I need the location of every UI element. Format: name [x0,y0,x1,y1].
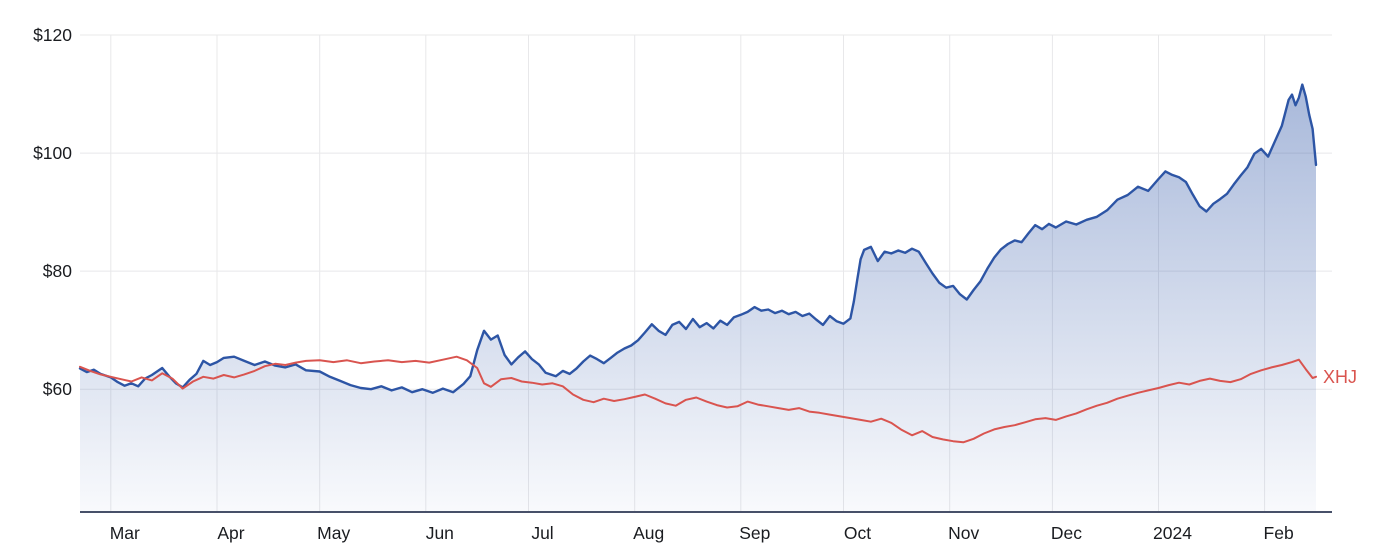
y-tick-label: $100 [33,143,72,163]
x-axis-labels: Mar Apr May Jun Jul Aug Sep Oct Nov Dec 2024 Feb [110,523,1294,543]
xhj-line [79,355,1317,444]
price-line [78,83,1318,394]
x-tick-label: Jul [531,523,553,543]
x-tick-label: Jun [426,523,454,543]
y-tick-label: $80 [43,261,72,281]
x-tick-label: Sep [739,523,770,543]
x-tick-label: Nov [948,523,979,543]
x-tick-label: Apr [217,523,244,543]
y-tick-label: $120 [33,25,72,45]
x-tick-label: Mar [110,523,140,543]
price-area [80,84,1316,512]
xhj-series-label: XHJ [1323,367,1357,387]
x-tick-label: Oct [844,523,871,543]
x-tick-label: Dec [1051,523,1082,543]
y-tick-label: $60 [43,379,72,399]
x-tick-label: Feb [1264,523,1294,543]
x-tick-label: May [317,523,350,543]
x-tick-label: Aug [633,523,664,543]
x-tick-label: 2024 [1153,523,1192,543]
y-axis-labels: $120 $100 $80 $60 [33,25,72,399]
